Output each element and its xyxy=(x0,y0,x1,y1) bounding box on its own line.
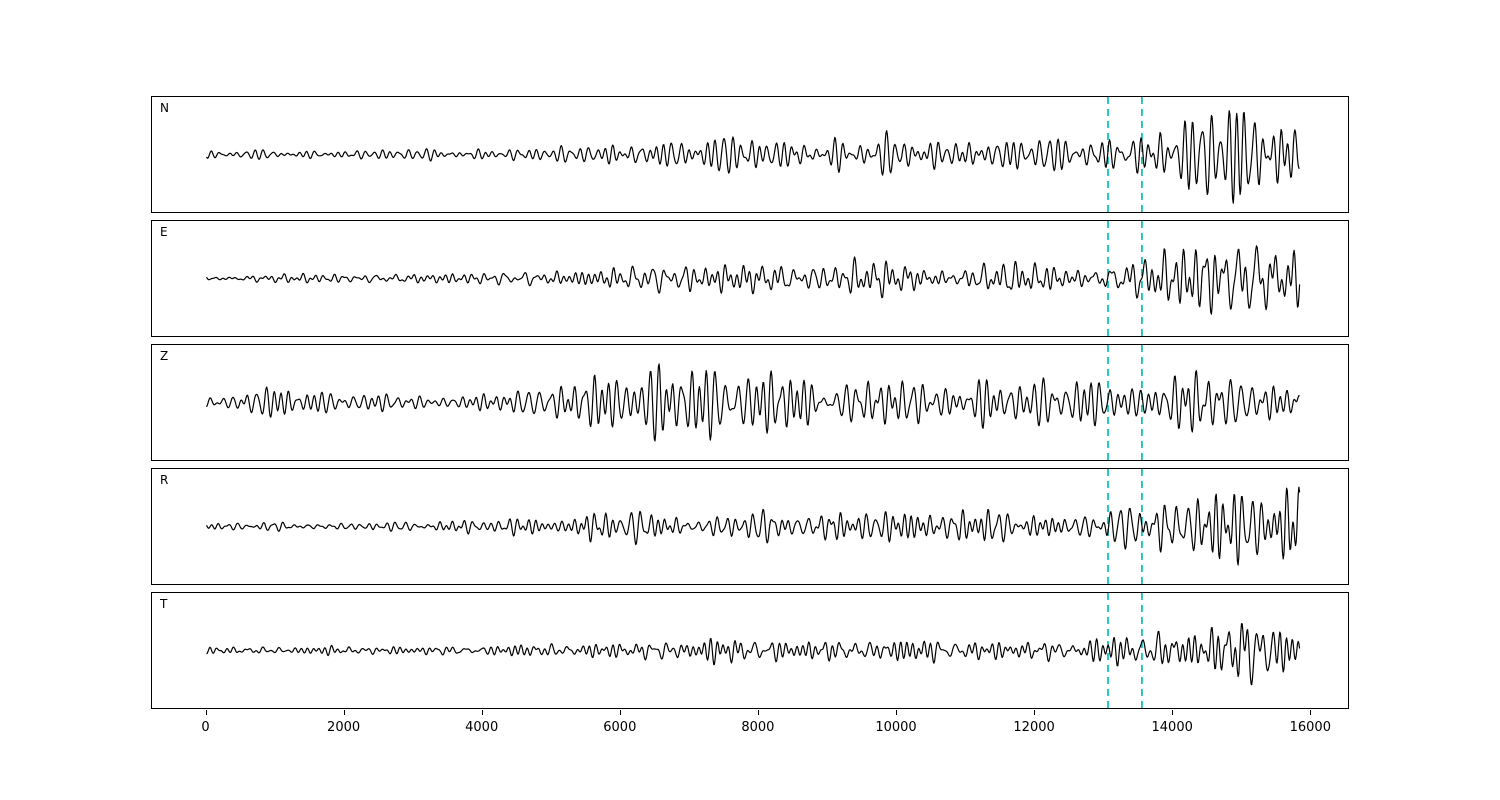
waveform-trace xyxy=(205,486,1301,566)
channel-panel-n: N xyxy=(151,96,1349,213)
channel-panel-t: T xyxy=(151,592,1349,709)
channel-label: Z xyxy=(160,349,169,363)
channel-label: N xyxy=(160,101,169,115)
x-tick-label: 10000 xyxy=(875,720,917,735)
waveform-plot xyxy=(205,345,1300,460)
x-tick-mark xyxy=(1172,710,1174,715)
x-tick-mark xyxy=(205,710,207,715)
channel-label: R xyxy=(160,473,169,487)
x-tick-label: 16000 xyxy=(1289,720,1331,735)
x-tick-label: 8000 xyxy=(741,720,775,735)
x-tick-label: 2000 xyxy=(327,720,361,735)
x-tick-label: 12000 xyxy=(1013,720,1055,735)
waveform-trace xyxy=(206,623,1301,686)
x-tick-mark xyxy=(1034,710,1036,715)
waveform-plot xyxy=(206,593,1301,708)
x-tick-mark xyxy=(757,710,759,715)
waveform-trace xyxy=(205,245,1301,315)
waveform-trace xyxy=(205,363,1300,442)
x-tick-mark xyxy=(481,710,483,715)
x-tick-label: 14000 xyxy=(1151,720,1193,735)
x-tick-mark xyxy=(343,710,345,715)
x-tick-mark xyxy=(619,710,621,715)
x-tick-mark xyxy=(1310,710,1312,715)
channel-label: T xyxy=(160,597,168,611)
waveform-trace xyxy=(205,110,1300,204)
x-tick-label: 6000 xyxy=(603,720,637,735)
panel-stack: N E Z R T xyxy=(151,96,1349,709)
x-axis: 0 2000 4000 6000 8000 10000 12000 14000 16000 xyxy=(151,709,1349,753)
waveform-plot xyxy=(205,97,1300,212)
x-tick-mark xyxy=(896,710,897,715)
x-tick-label: 4000 xyxy=(465,720,499,735)
channel-panel-r: R xyxy=(151,468,1349,585)
waveform-plot xyxy=(205,221,1301,336)
waveform-plot xyxy=(205,469,1301,584)
channel-label: E xyxy=(160,225,168,239)
x-tick-label: 0 xyxy=(201,720,210,735)
channel-panel-z: Z xyxy=(151,344,1349,461)
channel-panel-e: E xyxy=(151,220,1349,337)
